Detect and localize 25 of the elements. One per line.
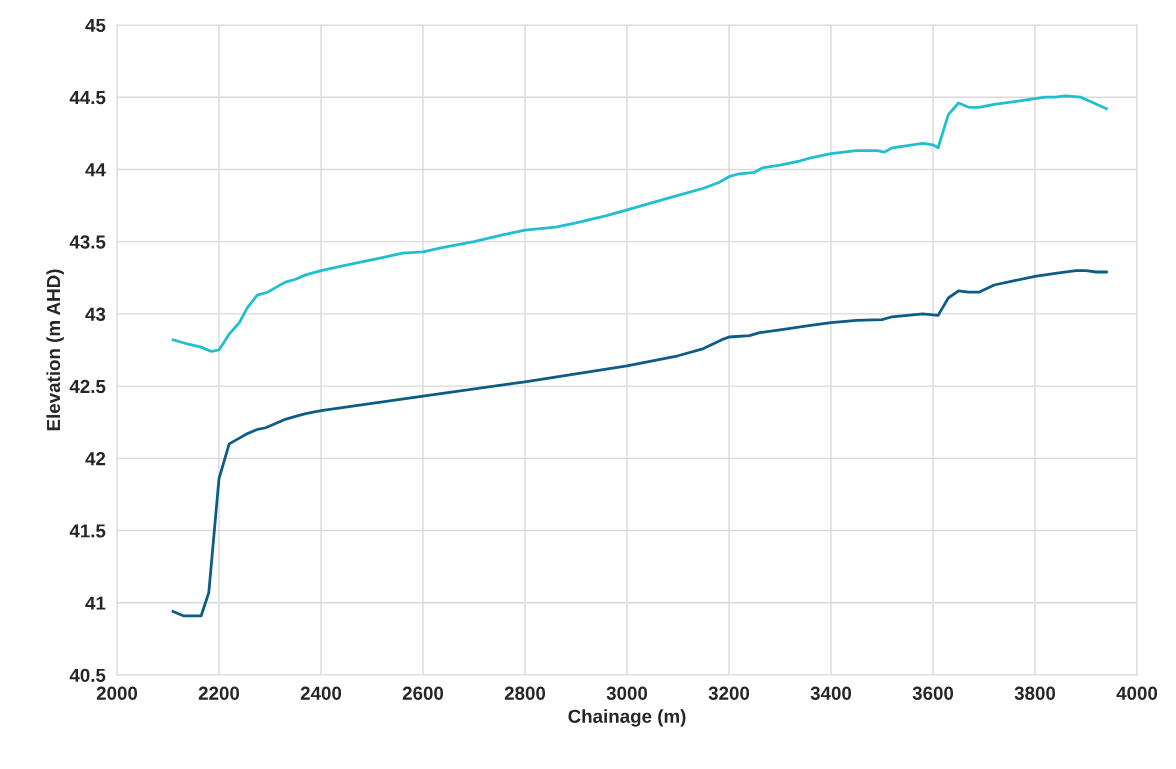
y-tick-label: 41 xyxy=(85,596,106,610)
x-tick-label: 3000 xyxy=(606,686,648,700)
y-axis-title: Elevation (m AHD) xyxy=(46,269,64,431)
y-tick-label: 41.5 xyxy=(69,524,106,538)
x-axis-title: Chainage (m) xyxy=(568,709,686,727)
y-tick-label: 42 xyxy=(85,452,106,466)
x-tick-label: 3200 xyxy=(708,686,750,700)
x-tick-label: 2000 xyxy=(96,686,138,700)
line-series xyxy=(171,94,1108,353)
x-tick-label: 2200 xyxy=(198,686,240,700)
x-tick-label: 4000 xyxy=(1116,686,1158,700)
x-tick-label: 2800 xyxy=(504,686,546,700)
x-tick-label: 2600 xyxy=(402,686,444,700)
line-series xyxy=(171,269,1108,618)
y-tick-label: 45 xyxy=(85,18,106,32)
y-tick-label: 43 xyxy=(85,307,106,321)
x-tick-label: 2400 xyxy=(300,686,342,700)
y-tick-label: 43.5 xyxy=(69,235,106,249)
x-tick-label: 3400 xyxy=(810,686,852,700)
y-tick-label: 44 xyxy=(85,163,106,177)
y-tick-label: 44.5 xyxy=(69,91,106,105)
y-tick-label: 42.5 xyxy=(69,379,106,394)
x-tick-label: 3800 xyxy=(1014,686,1056,700)
y-tick-label: 40.5 xyxy=(69,668,106,682)
x-tick-label: 3600 xyxy=(912,686,954,700)
